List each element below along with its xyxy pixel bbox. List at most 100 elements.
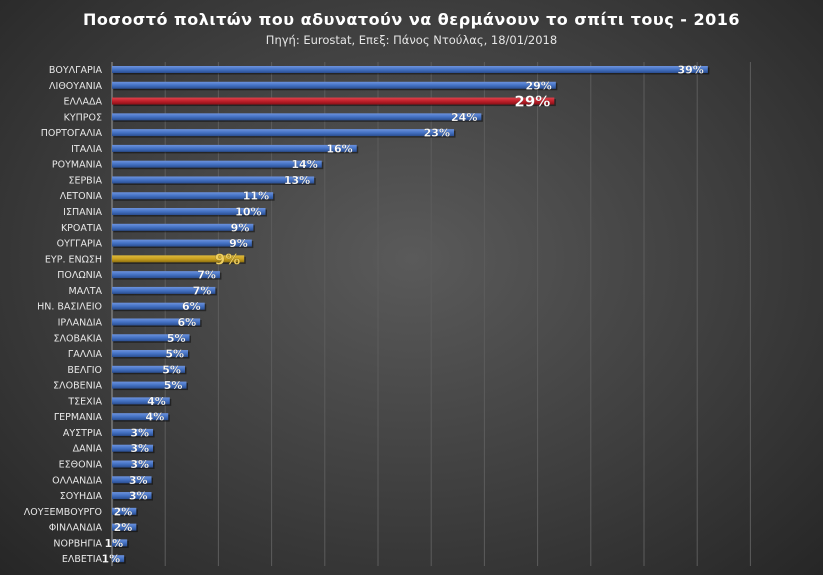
category-label: ΙΣΠΑΝΙΑ (63, 207, 102, 218)
category-label: ΓΕΡΜΑΝΙΑ (54, 412, 103, 423)
category-label: ΛΕΤΟΝΙΑ (60, 191, 103, 202)
value-label: 11% (243, 190, 269, 203)
bar-22 (112, 397, 170, 405)
value-label: 13% (284, 174, 310, 187)
value-label: 5% (167, 332, 186, 345)
category-label: ΜΑΛΤΑ (69, 286, 103, 297)
value-label: 5% (162, 363, 181, 376)
bar-15 (112, 286, 216, 294)
category-label: ΙΡΛΑΝΔΙΑ (58, 317, 103, 328)
bar-8 (112, 176, 315, 184)
category-label: ΚΥΠΡΟΣ (64, 112, 102, 123)
bar-7 (112, 160, 322, 168)
category-label: ΣΟΥΗΔΙΑ (60, 491, 103, 502)
value-label: 7% (197, 269, 216, 282)
bar-12 (112, 239, 252, 247)
bar-6 (112, 144, 357, 152)
value-label: 3% (130, 426, 149, 439)
bar-14 (112, 271, 220, 279)
value-label: 2% (114, 521, 133, 534)
bar-25 (112, 444, 154, 452)
category-label: ΟΛΛΑΝΔΙΑ (52, 475, 102, 486)
category-label: ΔΑΝΙΑ (73, 444, 103, 455)
bar-20 (112, 365, 185, 373)
bar-13 (112, 255, 245, 263)
bar-28 (112, 492, 152, 500)
value-label: 5% (165, 348, 184, 361)
bar-21 (112, 381, 187, 389)
category-label: ΒΟΥΛΓΑΡΙΑ (49, 65, 103, 76)
bar-17 (112, 318, 201, 326)
value-label: 16% (326, 142, 352, 155)
category-label: ΟΥΓΓΑΡΙΑ (57, 239, 103, 250)
bar-1 (112, 66, 708, 73)
value-label: 1% (101, 553, 120, 566)
value-label: 5% (164, 379, 183, 392)
category-label: ΛΙΘΟΥΑΝΙΑ (49, 81, 102, 92)
bar-16 (112, 302, 205, 310)
category-label: ΕΥΡ. ΕΝΩΣΗ (45, 254, 102, 265)
bar-5 (112, 129, 454, 137)
value-labels: 39%29%29%24%23%16%14%13%11%10%9%9%9%7%7%… (101, 63, 704, 566)
category-label: ΦΙΝΛΑΝΔΙΑ (49, 523, 103, 534)
value-label: 4% (146, 411, 165, 424)
bar-3 (112, 97, 555, 105)
value-label: 7% (193, 284, 212, 297)
bar-11 (112, 223, 254, 231)
bar-23 (112, 413, 169, 421)
value-label: 39% (677, 64, 703, 77)
category-label: ΚΡΟΑΤΙΑ (61, 223, 103, 234)
bar-27 (112, 476, 152, 484)
value-label: 1% (105, 537, 124, 550)
value-label: 6% (177, 316, 196, 329)
bar-32 (112, 555, 125, 563)
value-label: 3% (130, 458, 149, 471)
bar-18 (112, 334, 190, 342)
bar-4 (112, 113, 482, 121)
category-label: ΕΛΒΕΤΙΑ (62, 554, 103, 565)
category-label: ΡΟΥΜΑΝΙΑ (52, 160, 103, 171)
bar-24 (112, 428, 154, 436)
value-label: 23% (424, 127, 450, 140)
bars (112, 66, 710, 564)
bar-2 (112, 81, 556, 89)
bar-30 (112, 523, 137, 531)
value-label: 3% (129, 474, 148, 487)
category-label: ΠΟΛΩΝΙΑ (57, 270, 102, 281)
bar-29 (112, 507, 137, 515)
value-label: 29% (525, 79, 551, 92)
bar-26 (112, 460, 154, 468)
category-label: ΛΟΥΞΕΜΒΟΥΡΓΟ (24, 507, 102, 518)
value-label: 29% (514, 93, 550, 111)
bar-10 (112, 208, 266, 216)
value-label: 24% (451, 111, 477, 124)
category-label: ΑΥΣΤΡΙΑ (63, 428, 103, 439)
value-label: 9% (229, 237, 248, 250)
bar-9 (112, 192, 274, 200)
value-label: 9% (215, 250, 240, 268)
value-label: 3% (129, 490, 148, 503)
category-label: ΠΟΡΤΟΓΑΛΙΑ (41, 128, 103, 139)
category-label: ΣΕΡΒΙΑ (68, 175, 102, 186)
bar-19 (112, 350, 188, 358)
chart-subtitle: Πηγή: Eurostat, Επεξ: Πάνος Ντούλας, 18/… (265, 33, 558, 47)
value-label: 14% (291, 158, 317, 171)
value-label: 6% (182, 300, 201, 313)
bar-31 (112, 539, 128, 547)
category-label: ΕΣΘΟΝΙΑ (59, 460, 103, 471)
value-label: 2% (114, 505, 133, 518)
category-label: ΣΛΟΒΑΚΙΑ (53, 333, 102, 344)
category-label: ΒΕΛΓΙΟ (67, 365, 102, 376)
value-label: 4% (147, 395, 166, 408)
category-labels: ΒΟΥΛΓΑΡΙΑ ΛΙΘΟΥΑΝΙΑ ΕΛΛΑΔΑ ΚΥΠΡΟΣ ΠΟΡΤΟΓΑΛΙΑ… (24, 65, 103, 565)
category-label: ΓΑΛΛΙΑ (68, 349, 103, 360)
category-label: ΙΤΑΛΙΑ (71, 144, 102, 155)
category-label: ΗΝ. ΒΑΣΙΛΕΙΟ (37, 302, 102, 313)
category-label: ΕΛΛΑΔΑ (64, 97, 103, 108)
value-label: 10% (235, 206, 261, 219)
value-label: 3% (130, 442, 149, 455)
chart-title: Ποσοστό πολιτών που αδυνατούν να θερμάνο… (82, 10, 741, 29)
value-label: 9% (231, 221, 250, 234)
category-label: ΤΣΕΧΙΑ (67, 396, 102, 407)
